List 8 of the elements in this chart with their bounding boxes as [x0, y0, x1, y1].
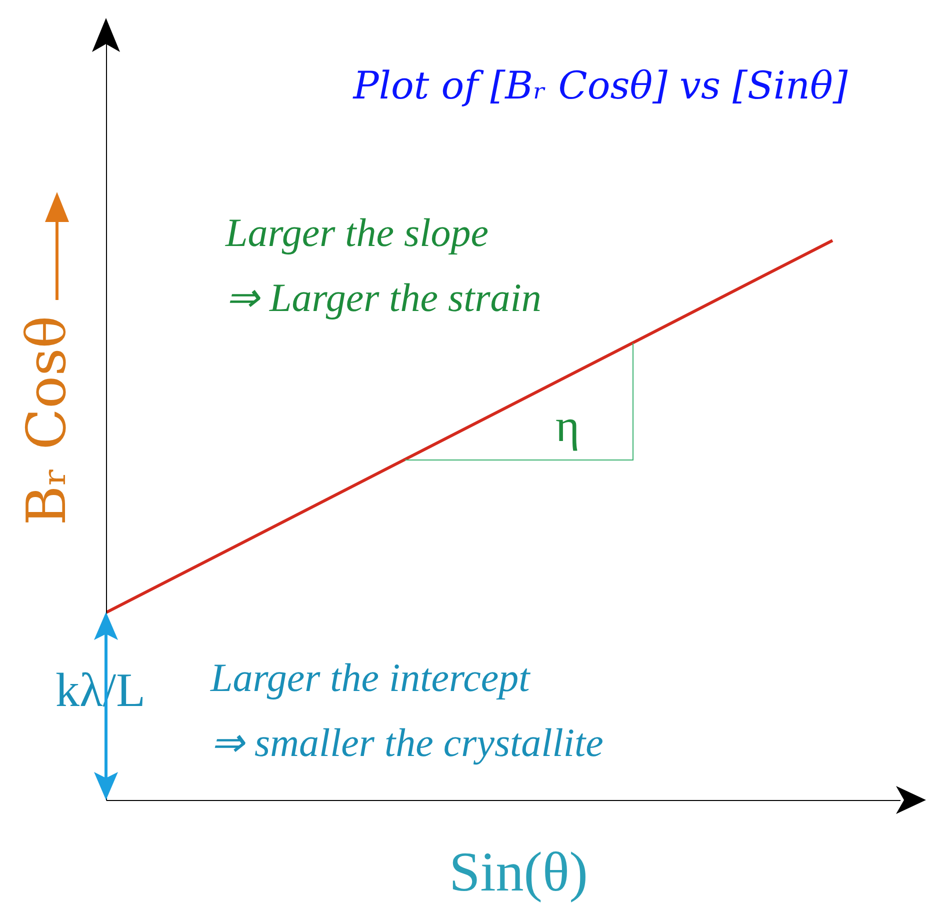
annotation: Larger the slope: [224, 210, 488, 255]
annotation: ⇒ Larger the strain: [226, 275, 542, 320]
annotation: ⇒ smaller the crystallite: [210, 720, 604, 765]
y-axis-title: Bᵣ Cosθ: [15, 316, 78, 526]
x-axis-title: Sin(θ): [449, 842, 588, 904]
chart-title: Plot of [Bᵣ Cosθ] vs [Sinθ]: [352, 64, 848, 108]
annotation: η: [555, 400, 580, 451]
annotation: Larger the intercept: [210, 655, 531, 700]
